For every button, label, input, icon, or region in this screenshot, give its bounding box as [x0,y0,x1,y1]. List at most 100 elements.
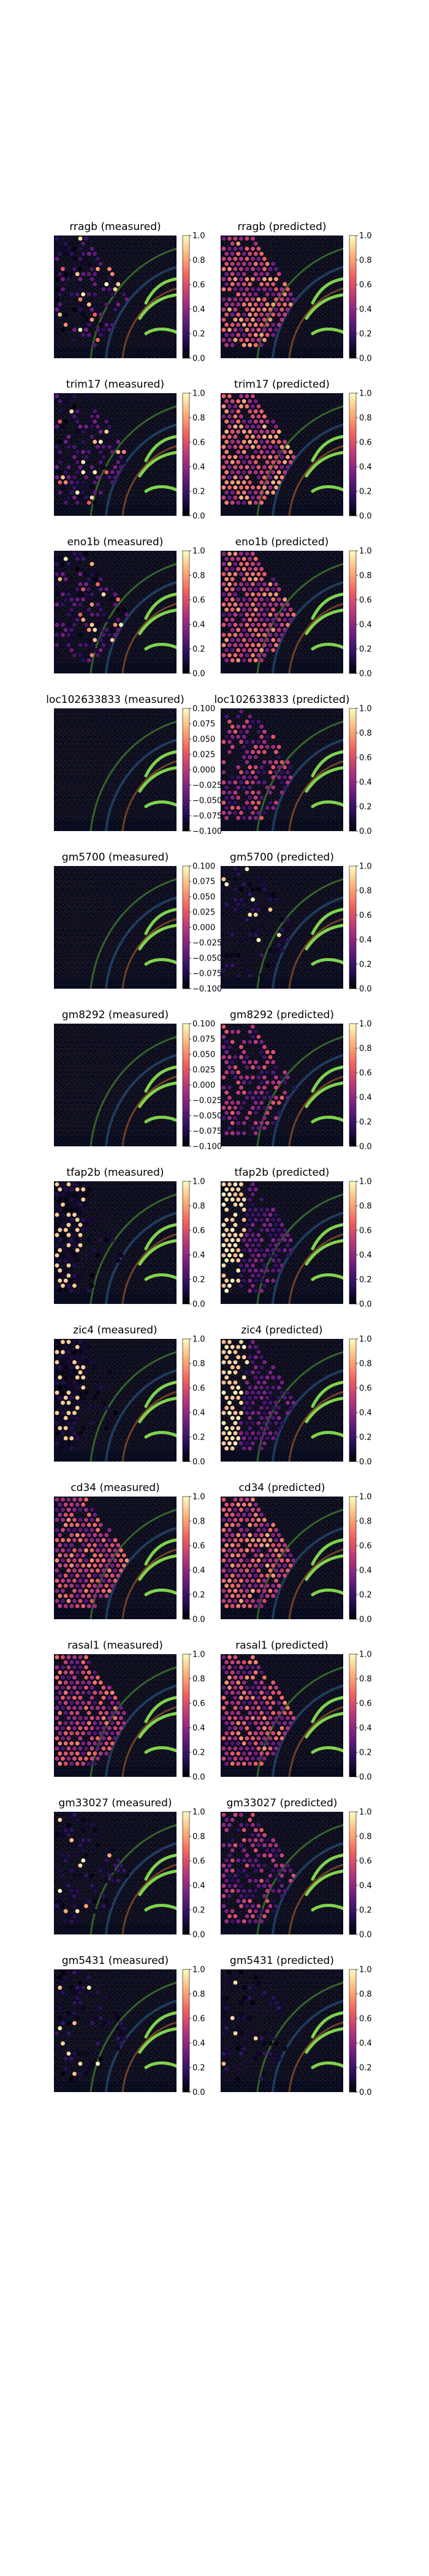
cortex-layer [256,405,343,516]
colorbar-tick-label: 0.0 [359,670,372,679]
dentate-gyrus [138,1853,177,1912]
colorbar-tick-label: 0.8 [192,1833,205,1842]
colorbar-tick-label: 0.8 [192,256,205,266]
colorbar-tick-label: 0.4 [359,463,372,472]
expression-spots [221,867,343,978]
colorbar-tick-label: 0.4 [192,1724,205,1733]
corpus-callosum [105,266,177,358]
dentate-gyrus [305,592,343,651]
cortex-layer [89,562,177,673]
colorbar-tick-label: 0.2 [359,1118,372,1127]
colorbar-tick-label: 1.0 [192,389,205,399]
panel-title: gm5700 (predicted) [230,851,334,864]
colorbar-tick-label: 0.4 [359,1882,372,1891]
colorbar-tick-label: 0.2 [192,2064,205,2073]
expression-spots [221,394,343,505]
colorbar-tick-label: 0.6 [359,1700,372,1709]
colorbar-tick-label: 0.4 [192,621,205,630]
colorbar-gradient [182,235,190,359]
colorbar-tick-label: 0.075 [192,720,215,729]
colorbar-tick-label: 1.0 [359,1178,372,1187]
corpus-callosum [105,1211,177,1304]
colorbar: 0.100 0.075 0.050 0.025 0.000 −0.025 −0.050 −0.… [182,862,222,994]
cortex-layer [256,1035,343,1146]
colorbar-tick-label: −0.025 [192,939,222,948]
colorbar-gradient [182,1338,190,1462]
colorbar-tick-label: 0.4 [359,305,372,315]
expression-spots [55,1970,176,2082]
corpus-callosum [105,896,177,989]
colorbar-tick-label: 0.6 [192,2015,205,2024]
colorbar-tick-label: 1.0 [359,1966,372,1975]
colorbar-tick-label: 1.0 [192,1966,205,1975]
cortex-layer [89,1666,177,1777]
colorbar-tick-label: 1.0 [359,232,372,241]
ca-layer [288,1233,343,1304]
cortex-layer [256,878,343,989]
colorbar-tick-label: 0.2 [359,488,372,497]
dentate-gyrus [138,277,177,335]
colorbar-tick-label: 0.6 [192,1700,205,1709]
cortex-layer [256,1193,343,1304]
colorbar-tick-label: 0.4 [359,778,372,788]
cortex-layer [89,1351,177,1462]
colorbar-tick-label: 0.6 [192,1542,205,1551]
expression-spots [55,1182,176,1294]
panel-12: tfap2b (measured) 0.0 0.2 0.4 0.6 0.8 1.0 [54,1167,205,1309]
panel-10: gm8292 (measured) 0.100 0.075 0.050 0.025 0.0… [54,1009,222,1152]
dentate-gyrus [305,277,343,335]
panel-title: rasal1 (predicted) [235,1639,328,1652]
dentate-gyrus [138,1223,177,1281]
ca-layer [288,760,343,831]
colorbar-tick-label: 0.0 [192,512,205,521]
panel-title: loc102633833 (predicted) [214,694,349,706]
colorbar-tick-label: 0.6 [192,596,205,605]
colorbar-tick-label: 0.2 [192,1591,205,1600]
colorbar: 0.100 0.075 0.050 0.025 0.000 −0.025 −0.050 −0.… [182,705,222,837]
dentate-gyrus [305,1065,343,1124]
expression-spots [55,551,176,663]
dentate-gyrus [305,2011,343,2069]
panel-title: tfap2b (predicted) [235,1167,330,1179]
colorbar-tick-label: 0.2 [359,1433,372,1443]
cortex-layer [256,1508,343,1619]
colorbar-tick-label: 0.6 [359,1857,372,1866]
colorbar-tick-label: 0.0 [359,1773,372,1782]
panel-title: eno1b (predicted) [235,536,329,548]
expression-spots [221,1497,343,1609]
corpus-callosum [105,1054,177,1146]
panel-title: trim17 (measured) [66,378,164,391]
panel-21: gm33027 (predicted) 0.0 0.2 0.4 0.6 0.8 1.0 [221,1797,372,1940]
expression-spots [221,1812,343,1924]
colorbar-tick-label: 0.0 [192,2088,205,2098]
colorbar-tick-label: −0.025 [192,1097,222,1106]
expression-spots [55,1024,176,1136]
colorbar-tick-label: 0.0 [192,355,205,364]
colorbar-tick-label: 0.8 [359,1045,372,1054]
corpus-callosum [105,1527,177,1619]
panel-title: zic4 (measured) [73,1324,157,1336]
dentate-gyrus [138,1538,177,1597]
dentate-gyrus [305,1696,343,1754]
colorbar: 0.0 0.2 0.4 0.6 0.8 1.0 [182,389,205,521]
colorbar-gradient [182,1969,190,2093]
panel-3: trim17 (predicted) 0.0 0.2 0.4 0.6 0.8 1.0 [221,378,372,521]
panel-23: gm5431 (predicted) 0.0 0.2 0.4 0.6 0.8 1.0 [221,1955,372,2098]
colorbar-tick-label: 0.2 [359,330,372,339]
colorbar-gradient [182,1181,190,1305]
panel-title: rragb (predicted) [238,221,327,233]
colorbar: 0.0 0.2 0.4 0.6 0.8 1.0 [182,1966,205,2098]
colorbar-gradient [182,393,190,516]
colorbar-tick-label: 1.0 [359,1335,372,1344]
colorbar-gradient [182,1023,190,1147]
corpus-callosum [271,1054,343,1146]
colorbar-tick-label: 0.8 [359,1833,372,1842]
colorbar: 0.0 0.2 0.4 0.6 0.8 1.0 [349,1966,372,2098]
expression-spots [55,1812,176,1924]
expression-spots [55,709,176,821]
colorbar-tick-label: 0.6 [192,1857,205,1866]
colorbar-tick-label: 0.8 [192,1517,205,1527]
panel-title: gm33027 (measured) [58,1797,172,1809]
colorbar-tick-label: 0.025 [192,908,215,918]
